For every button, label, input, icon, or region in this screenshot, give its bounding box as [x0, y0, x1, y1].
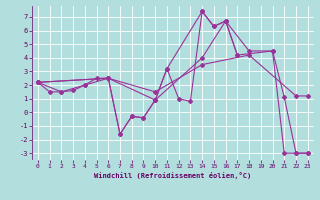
- X-axis label: Windchill (Refroidissement éolien,°C): Windchill (Refroidissement éolien,°C): [94, 172, 252, 179]
